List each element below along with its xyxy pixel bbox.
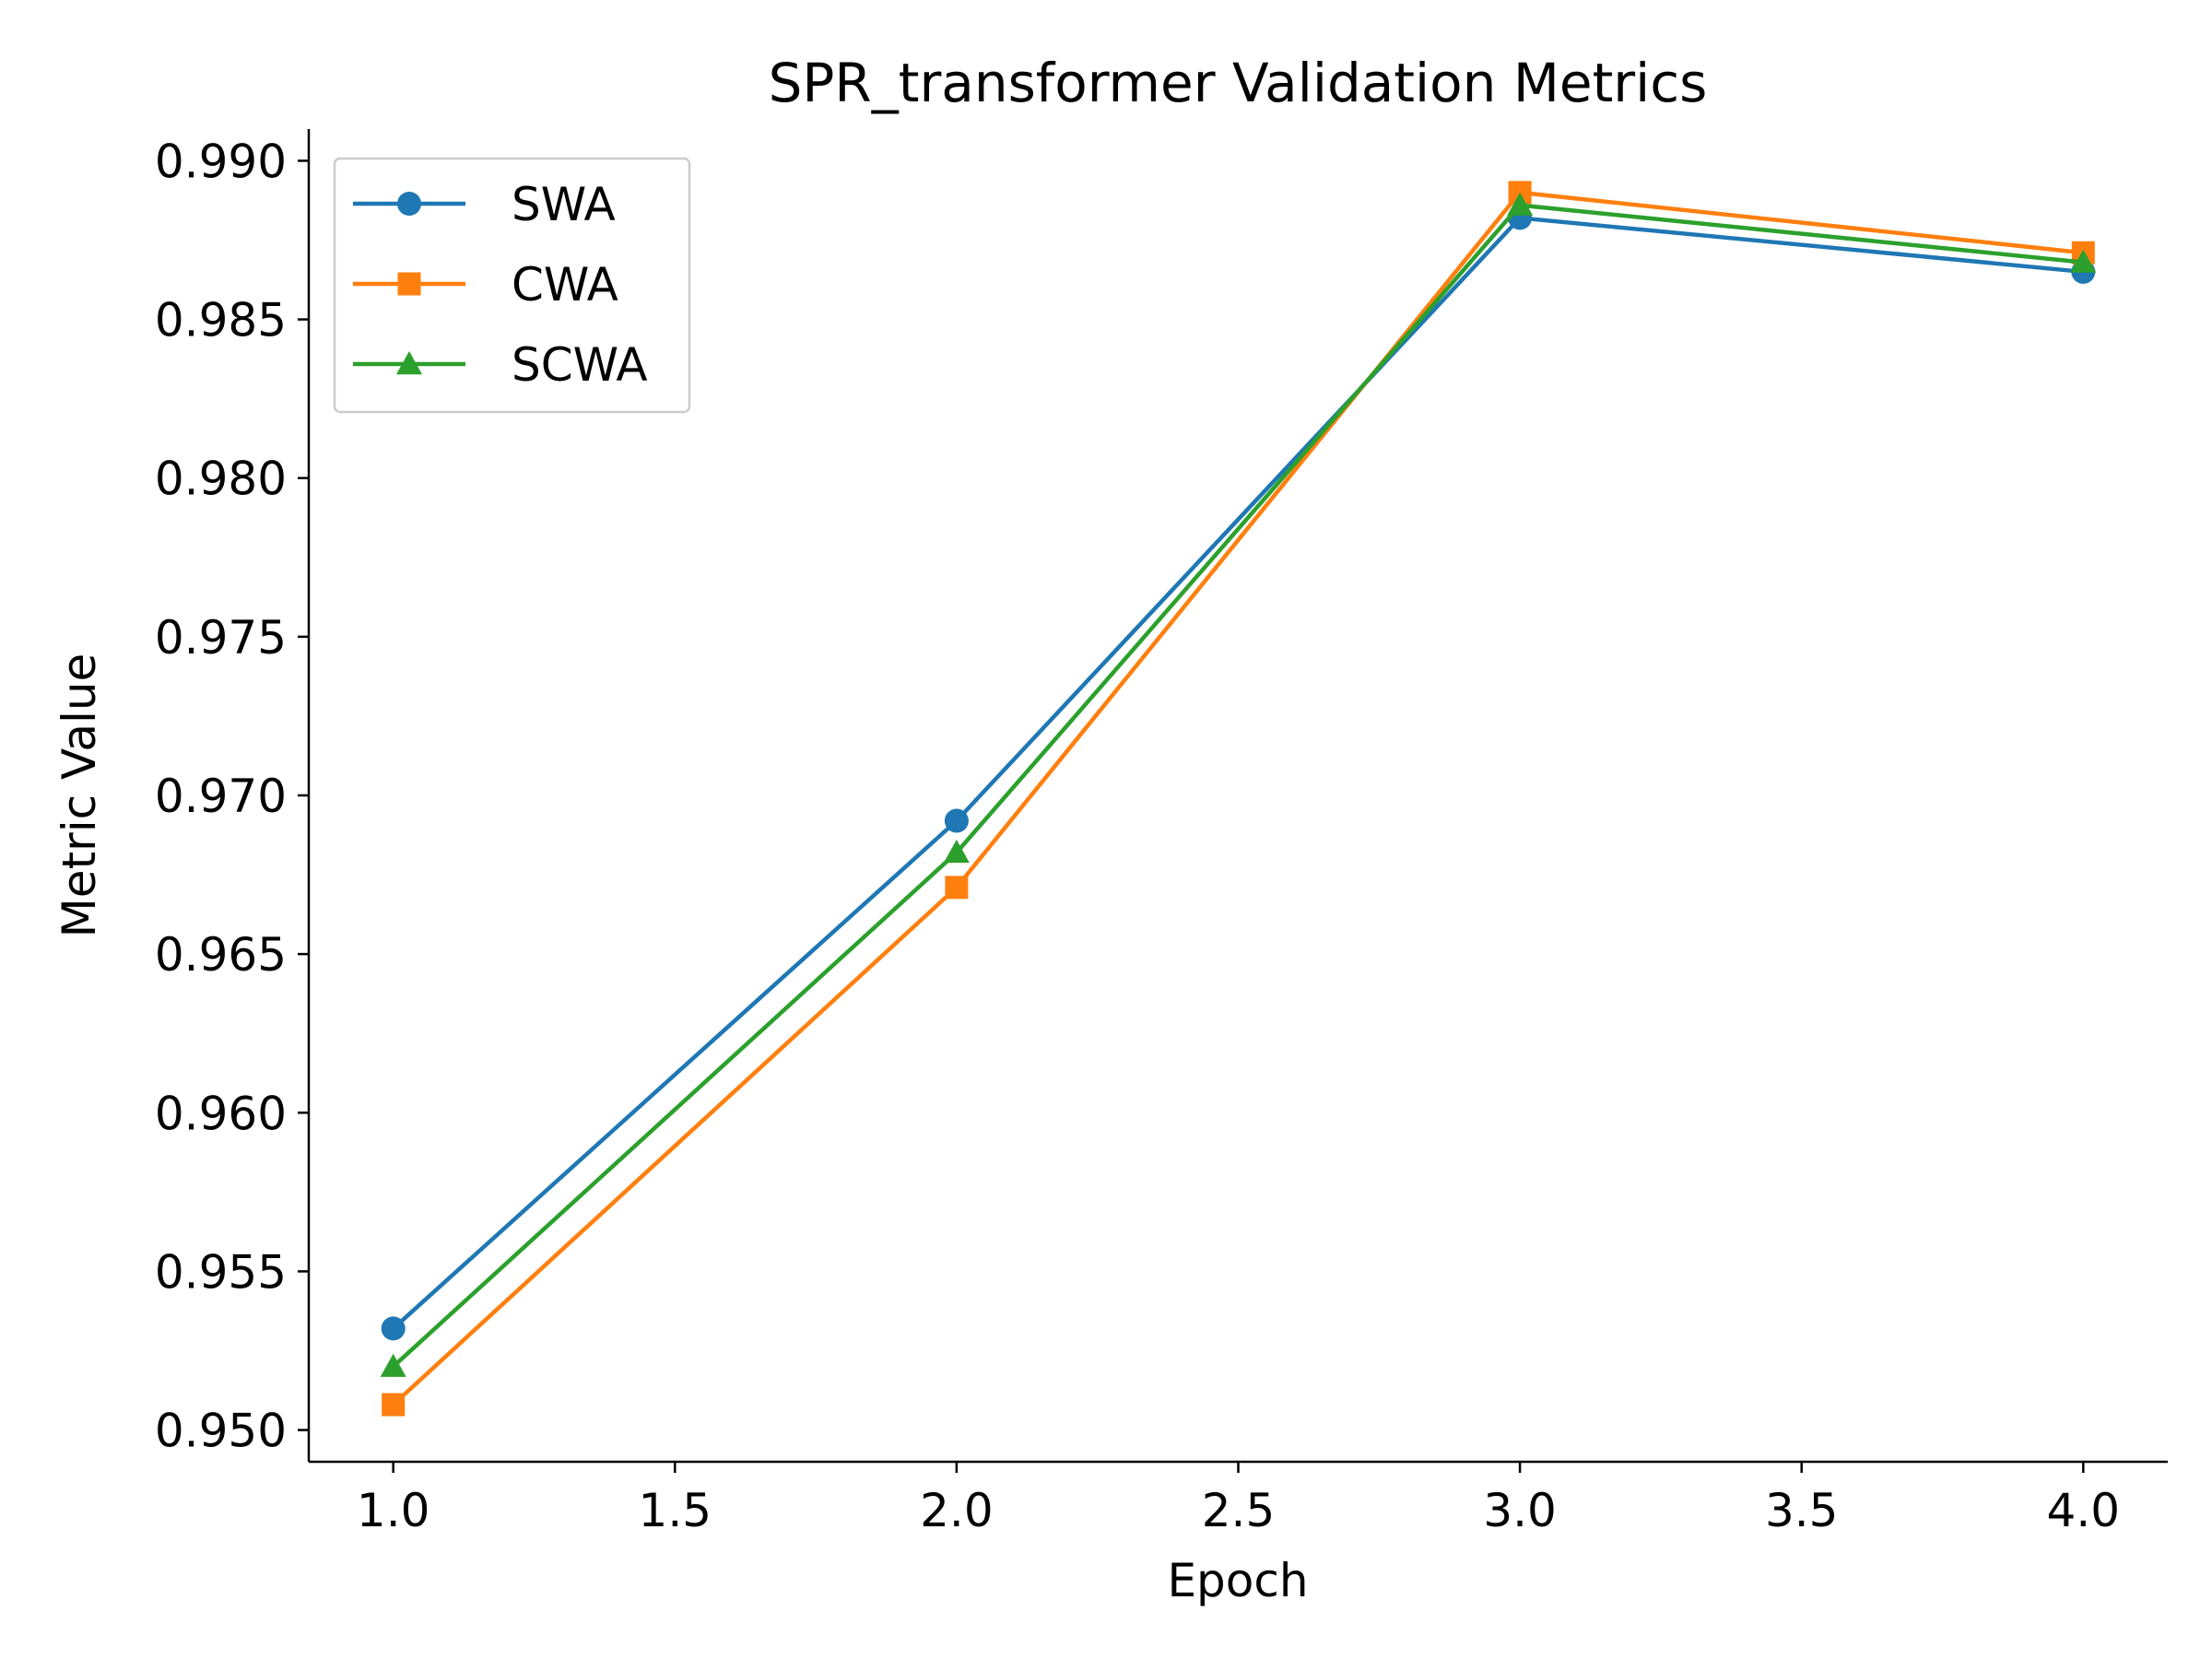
x-tick-label: 2.0 — [920, 1484, 994, 1537]
data-point-scwa — [943, 839, 970, 864]
x-tick-label: 3.5 — [1765, 1484, 1839, 1537]
x-tick-label: 3.0 — [1483, 1484, 1557, 1537]
data-point-scwa — [1507, 192, 1534, 216]
legend-marker-scwa — [396, 351, 422, 375]
y-tick-label: 0.975 — [155, 611, 287, 665]
x-axis-ticks: 1.0 1.5 2.0 2.5 3.0 3.5 4.0 — [357, 1462, 2120, 1537]
chart-title: SPR_transformer Validation Metrics — [769, 52, 1708, 114]
legend-frame — [333, 157, 691, 414]
data-point-swa — [944, 808, 969, 833]
legend-label-scwa: SCWA — [512, 338, 648, 392]
series-line-scwa — [392, 203, 2084, 1369]
data-point-cwa — [382, 1393, 406, 1417]
legend-label-cwa: CWA — [512, 258, 618, 312]
y-tick-label: 0.960 — [155, 1087, 287, 1140]
x-axis-label: Epoch — [1167, 1554, 1308, 1607]
y-axis-ticks: 0.950 0.955 0.960 0.965 0.970 0.975 0.980 0.985… — [155, 135, 309, 1458]
data-point-scwa — [2070, 249, 2097, 273]
x-tick-label: 1.5 — [639, 1484, 712, 1537]
y-tick-label: 0.965 — [155, 928, 287, 982]
y-tick-label: 0.980 — [155, 453, 287, 506]
legend-label-swa: SWA — [512, 178, 616, 231]
series-line-swa — [392, 216, 2084, 1331]
data-point-scwa — [380, 1353, 406, 1377]
x-tick-label: 2.5 — [1202, 1484, 1276, 1537]
legend-marker-swa — [397, 192, 421, 216]
data-point-cwa — [945, 876, 969, 900]
x-tick-label: 4.0 — [2047, 1484, 2121, 1537]
y-axis-label: Metric Value — [53, 653, 106, 938]
y-tick-label: 0.955 — [155, 1245, 287, 1299]
series-line-cwa — [392, 190, 2084, 1406]
legend-marker-cwa — [397, 272, 421, 296]
y-tick-label: 0.970 — [155, 770, 287, 823]
x-tick-label: 1.0 — [357, 1484, 430, 1537]
y-tick-label: 0.950 — [155, 1405, 287, 1458]
y-tick-label: 0.990 — [155, 135, 287, 188]
data-point-swa — [381, 1316, 406, 1341]
y-tick-label: 0.985 — [155, 294, 287, 347]
plot-area — [380, 181, 2097, 1417]
legend: SWA CWA SCWA — [333, 157, 691, 414]
